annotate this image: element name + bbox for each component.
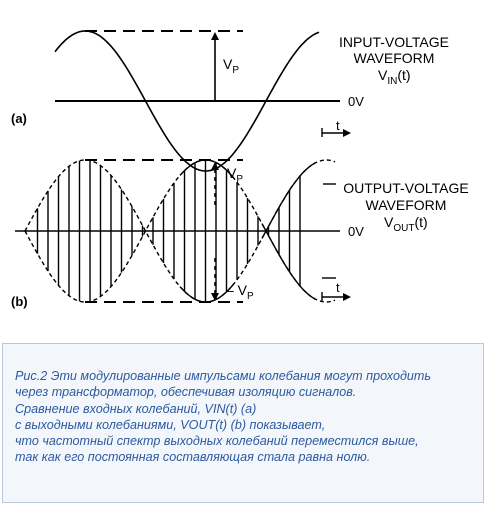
panel-a-signal-label: VIN(t) (378, 67, 411, 87)
panel-a-zero-label: 0V (348, 94, 364, 109)
panel-b-zero-label: 0V (348, 224, 364, 239)
panel-a-time-arrow (321, 128, 351, 137)
panel-a-time-label: t (336, 118, 340, 133)
panel-a: VP INPUT-VOLTAGE WAVEFORM VIN(t) 0V (a) … (11, 30, 449, 172)
caption-line: что частотный спектр выходных колебаний … (15, 434, 419, 449)
panel-b-title-line2: WAVEFORM (366, 197, 447, 213)
panel-b-peak-pos-label: VP (227, 165, 243, 185)
caption-box: Рис.2 Эти модулированные импульсами коле… (2, 343, 484, 503)
panel-b: VP – VP OUTPUT-VOLTAGE WAVEFORM VOUT(t) … (11, 159, 469, 309)
caption-line: Рис.2 Эти модулированные импульсами коле… (15, 369, 432, 383)
panel-b-title-line1: OUTPUT-VOLTAGE (343, 180, 469, 196)
caption-line: с выходными колебаниями, VOUT(t) (b) пок… (15, 417, 326, 432)
panel-a-title-line1: INPUT-VOLTAGE (339, 34, 449, 50)
caption-line: Сравнение входных колебаний, VIN(t) (a) (15, 401, 257, 416)
panel-b-peak-neg-label: – VP (226, 282, 254, 302)
caption-line: так как его постоянная составляющая стал… (15, 450, 371, 465)
input-voltage-sine-wave (54, 30, 320, 172)
panel-a-title-line2: WAVEFORM (354, 50, 435, 66)
panel-b-label: (b) (11, 294, 28, 309)
panel-b-time-arrow (321, 292, 351, 301)
panel-b-signal-label: VOUT(t) (384, 214, 428, 234)
panel-a-peak-label: VP (223, 56, 239, 76)
panel-a-label: (a) (11, 111, 27, 126)
waveform-figure: VP INPUT-VOLTAGE WAVEFORM VIN(t) 0V (a) … (11, 30, 469, 309)
figure-caption: Рис.2 Эти модулированные импульсами коле… (15, 368, 481, 466)
panel-b-time-label: t (336, 280, 340, 295)
caption-line: через трансформатор, обеспечивая изоляци… (15, 385, 357, 400)
